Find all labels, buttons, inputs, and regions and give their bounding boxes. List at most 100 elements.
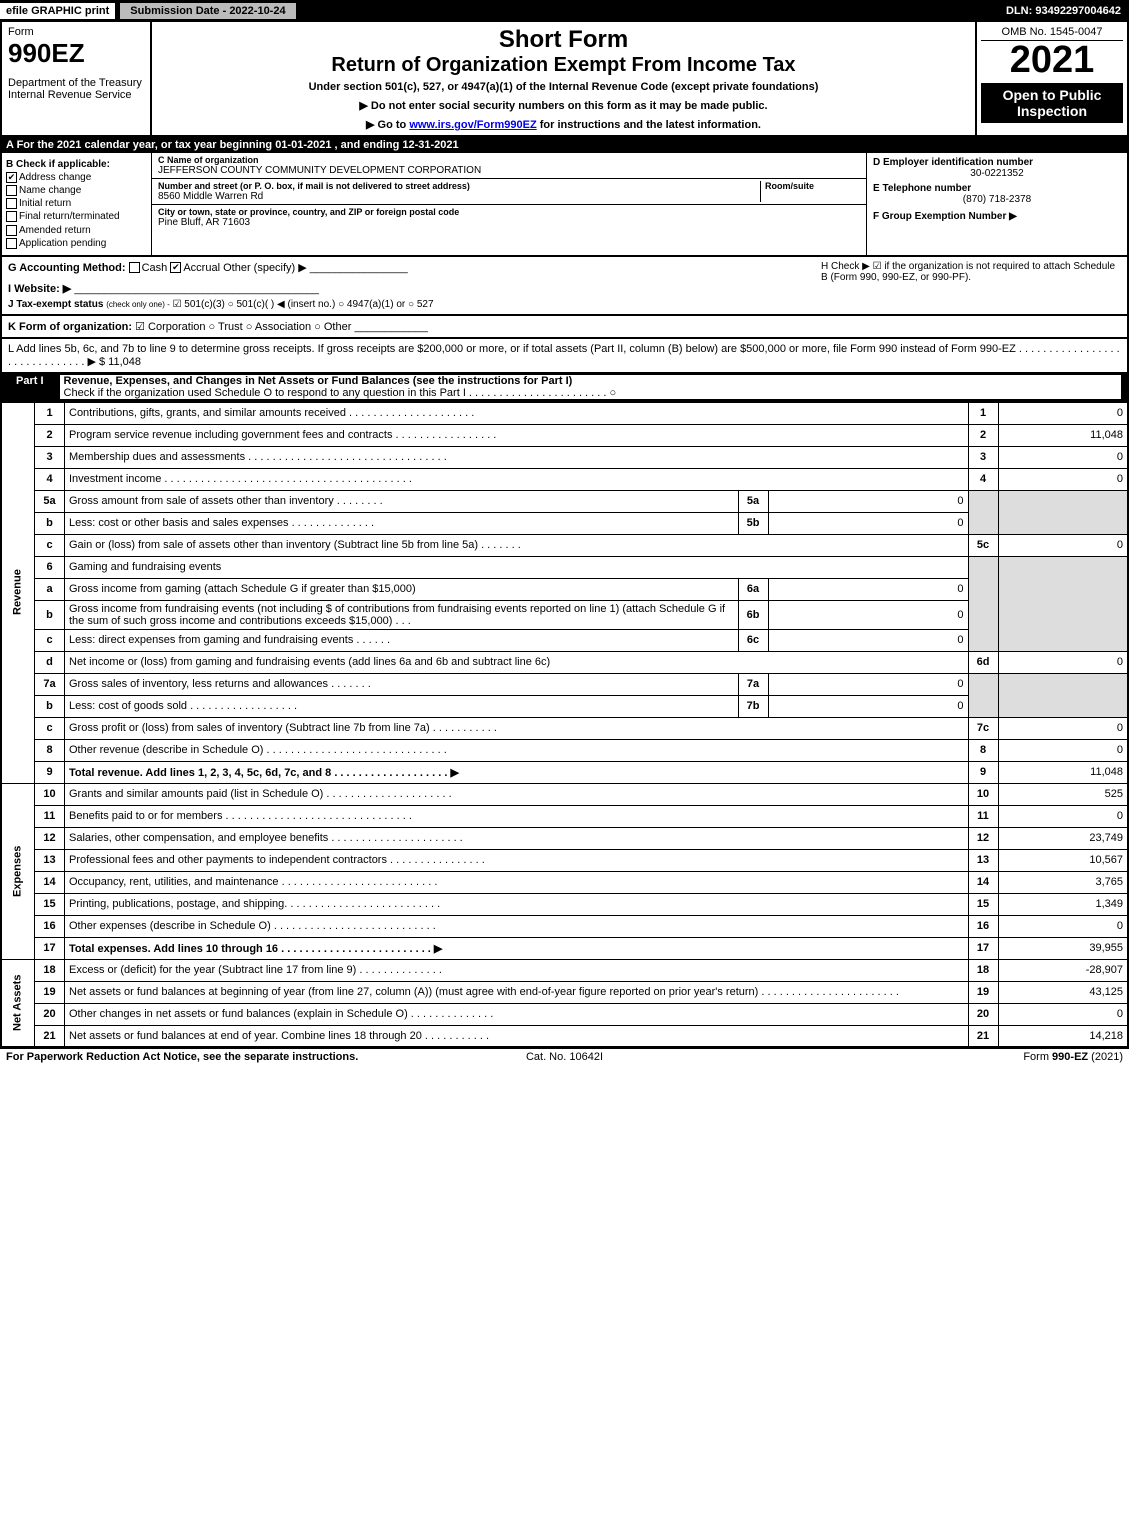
section-gh: G Accounting Method: Cash Accrual Other …: [0, 257, 1129, 316]
l4-val: 0: [998, 468, 1128, 490]
l6d-num: d: [35, 651, 65, 673]
l6a-desc: Gross income from gaming (attach Schedul…: [65, 578, 739, 600]
l17-val: 39,955: [998, 937, 1128, 959]
l16-num: 16: [35, 915, 65, 937]
l11-num: 11: [35, 805, 65, 827]
g-cash: Cash: [142, 262, 168, 274]
l6-shade2: [998, 556, 1128, 651]
open-inspection: Open to Public Inspection: [981, 83, 1123, 123]
l7c-num: c: [35, 717, 65, 739]
l5-shade2: [998, 490, 1128, 534]
l7c-val: 0: [998, 717, 1128, 739]
l7a-num: 7a: [35, 673, 65, 695]
chk-amended[interactable]: [6, 225, 17, 236]
l21-val: 14,218: [998, 1025, 1128, 1047]
l6b-sn: 6b: [738, 600, 768, 629]
l17-ln: 17: [968, 937, 998, 959]
room-label: Room/suite: [765, 181, 860, 191]
page-footer: For Paperwork Reduction Act Notice, see …: [0, 1048, 1129, 1065]
l6b-desc: Gross income from fundraising events (no…: [65, 600, 739, 629]
l3-num: 3: [35, 446, 65, 468]
b-title: B Check if applicable:: [6, 159, 147, 170]
l7b-desc: Less: cost of goods sold . . . . . . . .…: [65, 695, 739, 717]
chk-final[interactable]: [6, 211, 17, 222]
l11-desc: Benefits paid to or for members . . . . …: [65, 805, 969, 827]
chk-pending[interactable]: [6, 238, 17, 249]
l5b-sn: 5b: [738, 512, 768, 534]
dept-label: Department of the Treasury: [8, 77, 144, 89]
l5b-desc: Less: cost or other basis and sales expe…: [65, 512, 739, 534]
street-label: Number and street (or P. O. box, if mail…: [158, 181, 760, 191]
l5c-ln: 5c: [968, 534, 998, 556]
l6-shade: [968, 556, 998, 651]
l19-ln: 19: [968, 981, 998, 1003]
g-other: Other (specify) ▶: [223, 262, 307, 274]
l1-desc: Contributions, gifts, grants, and simila…: [65, 402, 969, 424]
l6a-sv: 0: [768, 578, 968, 600]
l15-num: 15: [35, 893, 65, 915]
l5c-val: 0: [998, 534, 1128, 556]
l7c-ln: 7c: [968, 717, 998, 739]
l1-val: 0: [998, 402, 1128, 424]
chk-accrual[interactable]: [170, 262, 181, 273]
l10-val: 525: [998, 783, 1128, 805]
j-label: J Tax-exempt status: [8, 299, 103, 310]
l5-shade: [968, 490, 998, 534]
l6-desc: Gaming and fundraising events: [65, 556, 969, 578]
irs-label: Internal Revenue Service: [8, 89, 144, 101]
l7-shade: [968, 673, 998, 717]
opt-amended: Amended return: [19, 225, 91, 236]
j-sub: (check only one) -: [106, 300, 170, 309]
l13-num: 13: [35, 849, 65, 871]
l7a-desc: Gross sales of inventory, less returns a…: [65, 673, 739, 695]
subtitle: Under section 501(c), 527, or 4947(a)(1)…: [160, 81, 967, 93]
l21-ln: 21: [968, 1025, 998, 1047]
l18-ln: 18: [968, 959, 998, 981]
netassets-sidelabel: Net Assets: [1, 959, 35, 1047]
l11-ln: 11: [968, 805, 998, 827]
l16-ln: 16: [968, 915, 998, 937]
l15-desc: Printing, publications, postage, and shi…: [65, 893, 969, 915]
l15-ln: 15: [968, 893, 998, 915]
l19-desc: Net assets or fund balances at beginning…: [65, 981, 969, 1003]
l6c-desc: Less: direct expenses from gaming and fu…: [65, 629, 739, 651]
chk-initial[interactable]: [6, 198, 17, 209]
l6b-sv: 0: [768, 600, 968, 629]
dln-label: DLN: 93492297004642: [1006, 5, 1129, 17]
l6c-num: c: [35, 629, 65, 651]
l4-desc: Investment income . . . . . . . . . . . …: [65, 468, 969, 490]
l2-val: 11,048: [998, 424, 1128, 446]
l20-num: 20: [35, 1003, 65, 1025]
l19-num: 19: [35, 981, 65, 1003]
street: 8560 Middle Warren Rd: [158, 191, 760, 202]
section-l: L Add lines 5b, 6c, and 7b to line 9 to …: [0, 339, 1129, 372]
l11-val: 0: [998, 805, 1128, 827]
tax-year: 2021: [981, 41, 1123, 79]
submission-date: Submission Date - 2022-10-24: [119, 2, 296, 20]
efile-label: efile GRAPHIC print: [0, 3, 115, 19]
l6-num: 6: [35, 556, 65, 578]
l5b-sv: 0: [768, 512, 968, 534]
chk-address-change[interactable]: [6, 172, 17, 183]
irs-link[interactable]: www.irs.gov/Form990EZ: [409, 119, 536, 131]
g-accrual: Accrual: [183, 262, 220, 274]
l21-desc: Net assets or fund balances at end of ye…: [65, 1025, 969, 1047]
l6c-sn: 6c: [738, 629, 768, 651]
l10-ln: 10: [968, 783, 998, 805]
l1-num: 1: [35, 402, 65, 424]
part1-checkline: Check if the organization used Schedule …: [64, 387, 617, 399]
l19-val: 43,125: [998, 981, 1128, 1003]
l9-num: 9: [35, 761, 65, 783]
l7b-sn: 7b: [738, 695, 768, 717]
telephone: (870) 718-2378: [873, 194, 1121, 205]
chk-cash[interactable]: [129, 262, 140, 273]
expenses-sidelabel: Expenses: [1, 783, 35, 959]
opt-pending: Application pending: [19, 238, 106, 249]
line-j: J Tax-exempt status (check only one) - ☑…: [8, 299, 821, 310]
l15-val: 1,349: [998, 893, 1128, 915]
h-text: H Check ▶ ☑ if the organization is not r…: [821, 261, 1115, 283]
l10-num: 10: [35, 783, 65, 805]
l10-desc: Grants and similar amounts paid (list in…: [65, 783, 969, 805]
lines-table: Revenue 1 Contributions, gifts, grants, …: [0, 402, 1129, 1049]
chk-name-change[interactable]: [6, 185, 17, 196]
